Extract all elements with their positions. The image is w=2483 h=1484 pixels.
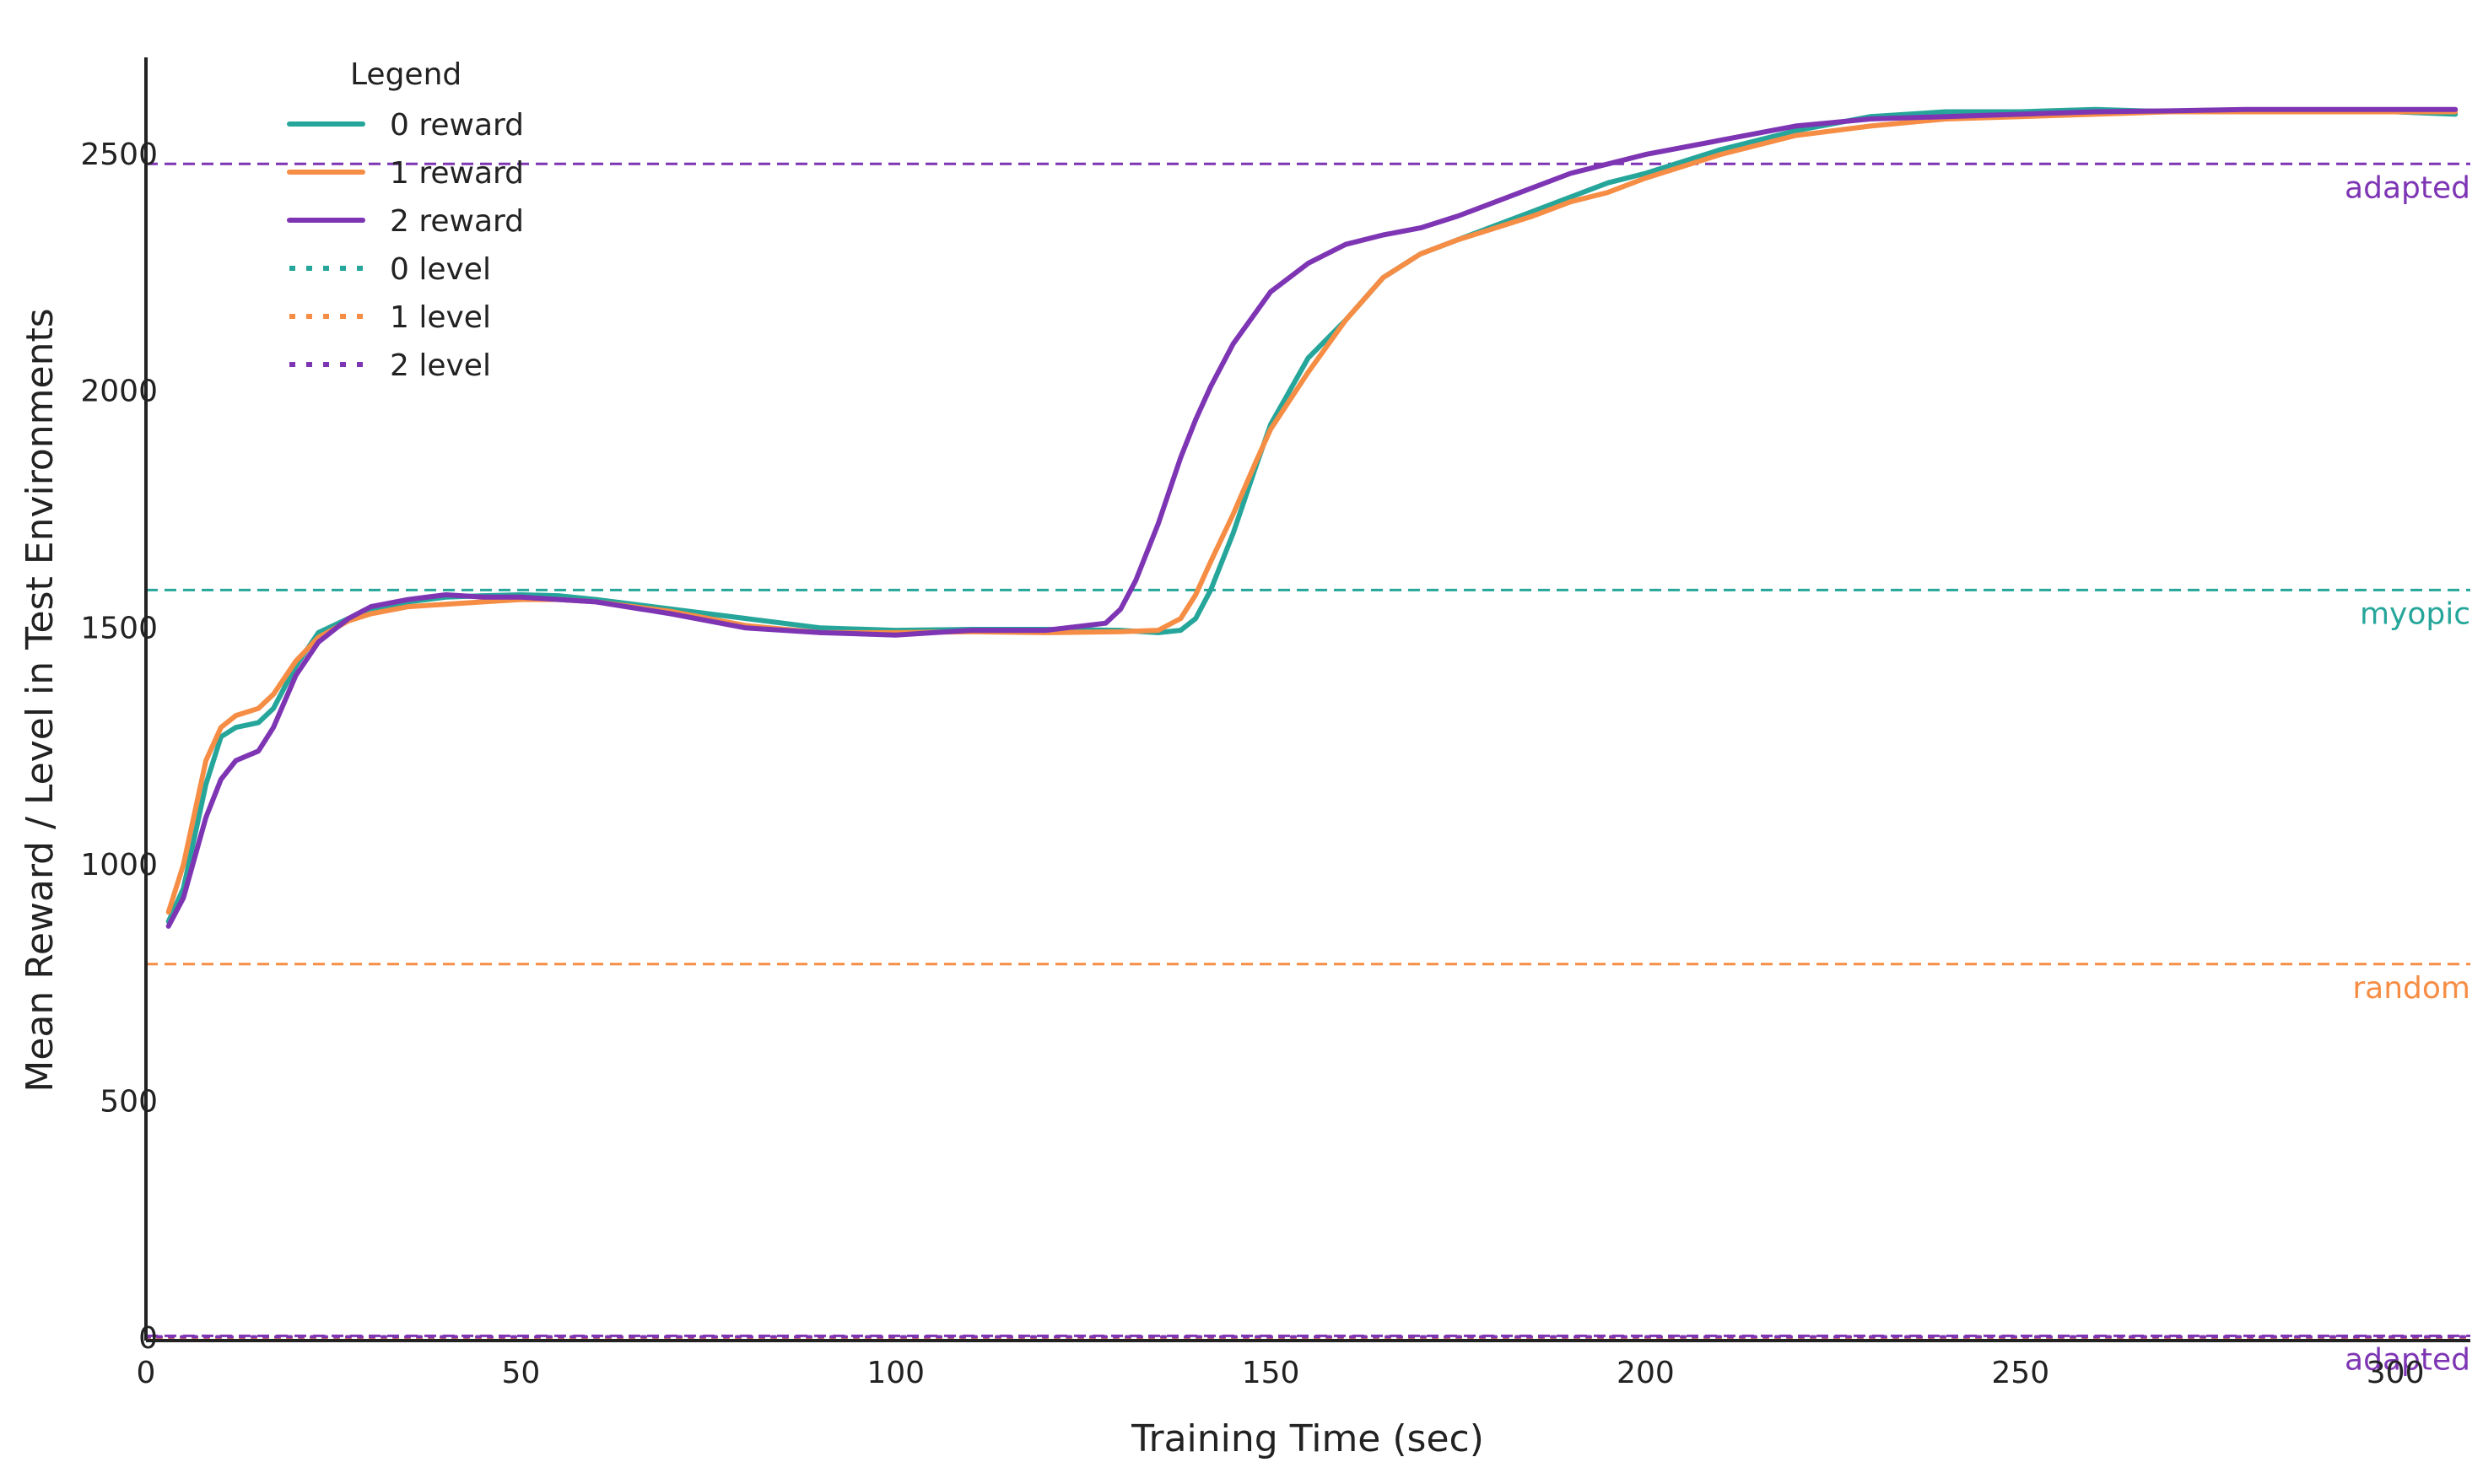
legend-entry-label: 2 level [390,348,491,383]
reference-label-myopic: myopic [2360,596,2470,631]
legend-title: Legend [350,57,462,92]
y-tick-label: 2500 [80,138,158,172]
legend-entry-label: 1 level [390,300,491,335]
x-axis-label: Training Time (sec) [1131,1417,1484,1460]
series-line-2-reward [165,106,2459,929]
x-tick-label: 100 [866,1356,925,1390]
y-axis-label: Mean Reward / Level in Test Environments [19,308,62,1092]
reference-label-random: random [2352,971,2470,1006]
y-tick-label: 500 [100,1085,158,1120]
y-tick-label: 2000 [80,375,158,409]
x-tick-label: 0 [137,1356,156,1390]
x-tick-label: 200 [1617,1356,1675,1390]
x-tick-label: 50 [501,1356,540,1390]
series-layer [144,106,2472,1341]
legend-entry-label: 0 reward [390,108,524,143]
reference-label-adapted: adapted [2345,170,2470,205]
y-tick-label: 1500 [80,611,158,645]
x-tick-label: 150 [1242,1356,1300,1390]
legend: Legend 0 reward 1 reward 2 reward 0 level 1 … [287,57,524,383]
y-tick-label: 1000 [80,848,158,882]
y-tick-label: 0 [138,1321,158,1356]
legend-entry-label: 2 reward [390,204,524,239]
x-tick-label: 250 [1991,1356,2049,1390]
tick-labels: 0 50 100 150 200 250 300 0 500 1000 1500 2000 2500 [80,138,2424,1390]
axes [144,57,2470,1342]
legend-entry-label: 1 reward [390,156,524,191]
reference-label-adapted: adapted [2345,1342,2470,1377]
legend-entry-label: 0 level [390,252,491,287]
x-tick-label: 300 [2367,1356,2425,1390]
